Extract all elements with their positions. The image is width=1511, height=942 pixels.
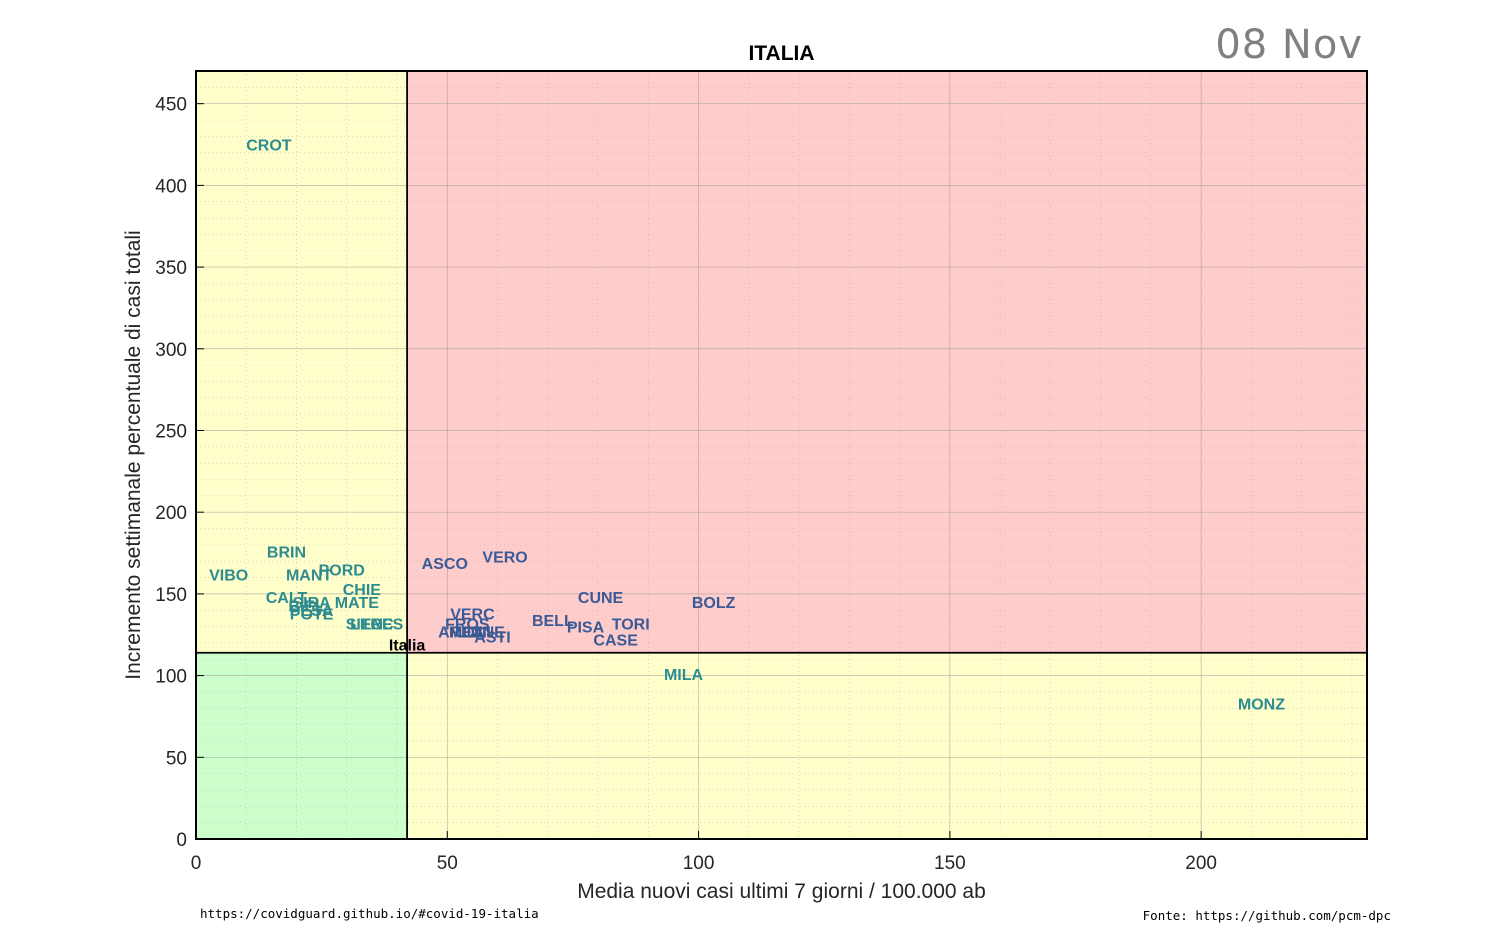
point-label-sien: SIEN (346, 616, 383, 633)
zone-upper-left (196, 71, 408, 653)
point-label-case: CASE (593, 633, 638, 650)
y-tick-label: 0 (176, 830, 187, 851)
footer-source-url: https://covidguard.github.io/#covid-19-i… (200, 906, 539, 921)
point-label-monz: MONZ (1238, 696, 1285, 713)
zone-lower-right (407, 652, 1367, 839)
point-label-mate: MATE (335, 595, 379, 612)
point-label-bolz: BOLZ (692, 595, 736, 612)
major-grid (196, 71, 1367, 839)
point-label-tres: TRES (361, 616, 404, 633)
point-label-pord: PORD (319, 562, 365, 579)
point-label-biel: BIEL (288, 598, 325, 615)
point-label-vero: VERO (482, 549, 527, 566)
y-axis-label: Incremento settimanale percentuale di ca… (122, 230, 145, 679)
y-tick-label: 250 (155, 421, 187, 442)
footer-data-source: Fonte: https://github.com/pcm-dpc (1142, 908, 1391, 923)
zone-lower-left (196, 652, 408, 839)
x-tick-label: 150 (934, 853, 966, 874)
point-label-tori: TORI (612, 616, 650, 633)
point-label-moni: MONI (449, 624, 491, 641)
minor-grid (196, 71, 1367, 839)
x-axis: 0 50 100 150 200 (191, 831, 1217, 874)
x-tick-label: 0 (191, 853, 202, 874)
point-label-pesa: PESA (290, 603, 334, 620)
point-label-sira: SIRA (292, 595, 331, 612)
y-tick-label: 200 (155, 503, 187, 524)
y-tick-label: 150 (155, 585, 187, 606)
point-label-mila: MILA (664, 667, 704, 684)
zone-layer (196, 71, 1367, 839)
point-label-cune: CUNE (578, 590, 624, 607)
y-tick-label: 350 (155, 258, 187, 279)
y-tick-label: 450 (155, 95, 187, 116)
point-label-bell: BELL (532, 613, 574, 630)
point-label-vibo: VIBO (209, 567, 248, 584)
point-label-pisa: PISA (567, 620, 605, 637)
point-label-verc: VERC (450, 607, 495, 624)
point-label-asti: ASTI (474, 629, 510, 646)
plot-frame (195, 70, 1368, 840)
point-label-mant: MANT (286, 567, 332, 584)
point-label-asco: ASCO (422, 556, 468, 573)
point-label-lecc: LECC (350, 616, 394, 633)
y-tick-label: 300 (155, 340, 187, 361)
point-label-calt: CALT (266, 590, 308, 607)
x-axis-label: Media nuovi casi ultimi 7 giorni / 100.0… (577, 880, 986, 903)
y-axis: 0 50 100 150 200 250 300 350 400 450 (155, 95, 204, 851)
point-label-udine: UDINE (455, 624, 505, 641)
zone-upper-right (407, 71, 1367, 653)
point-label-brin: BRIN (267, 544, 306, 561)
threshold-lines (196, 71, 1367, 839)
point-label-arez: AREZ (438, 624, 482, 641)
point-label-fros: FROS (445, 616, 490, 633)
x-tick-label: 200 (1185, 853, 1217, 874)
chart-title: ITALIA (748, 42, 815, 65)
date-label: 08 Nov (1215, 22, 1363, 68)
point-label-chie: CHIE (343, 582, 382, 599)
point-label-italia: Italia (389, 638, 426, 655)
x-tick-label: 100 (683, 853, 715, 874)
x-tick-label: 50 (437, 853, 458, 874)
point-label-crot: CROT (246, 138, 292, 155)
y-tick-label: 400 (155, 176, 187, 197)
point-label-pote: POTE (290, 607, 334, 624)
y-tick-label: 50 (166, 748, 187, 769)
y-tick-label: 100 (155, 667, 187, 688)
